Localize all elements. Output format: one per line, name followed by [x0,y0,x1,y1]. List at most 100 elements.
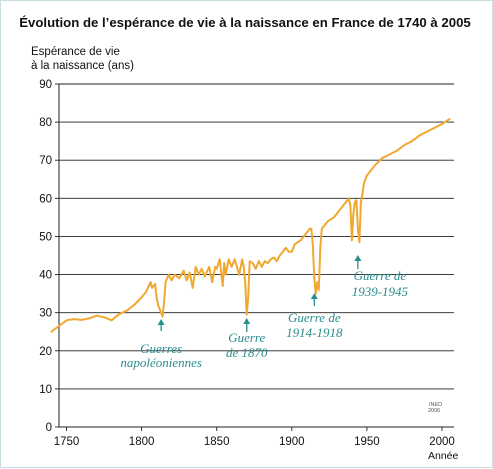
data-point [151,287,154,289]
data-point [247,296,250,299]
data-point [313,277,316,280]
data-point [319,247,322,249]
data-point [230,266,233,268]
data-point [241,258,244,261]
data-point [349,205,352,207]
series-line-0 [50,118,451,333]
data-point [302,235,305,238]
data-point [332,216,335,219]
data-point [185,279,188,282]
data-point [118,313,120,316]
data-point [441,123,443,125]
data-point [163,300,166,303]
data-point [293,243,296,246]
data-point [388,153,391,156]
annotation-arrowhead [354,255,362,261]
data-point [88,317,90,320]
x-tick-label: 2000 [429,436,455,448]
data-point [316,281,319,284]
y-tick-label: 20 [39,346,52,358]
data-point [351,239,353,242]
x-tick-label: 1750 [54,436,80,448]
data-point [158,308,161,310]
data-point [361,193,364,196]
x-axis-label: Année [428,450,459,462]
data-point [140,296,143,299]
x-tick-label: 1800 [129,436,155,448]
data-point [339,208,341,211]
y-tick-label: 80 [39,117,52,129]
y-axis-label-line-1: Espérance de vie [31,46,120,58]
data-point [197,273,200,276]
data-point [103,316,105,319]
data-point [308,227,311,230]
data-point [173,273,176,276]
chart-title: Évolution de l’espérance de vie à la nai… [19,15,471,30]
data-point [266,262,269,264]
x-tick-labels: 1750 1800 1850 1900 1950 2000 [54,436,455,448]
annotation-label: Guerre de [288,310,341,325]
data-point [224,273,227,276]
data-point [433,126,436,129]
data-point [215,267,218,270]
data-point [342,205,344,207]
data-point [403,144,406,146]
data-point [355,199,358,202]
data-point [269,258,272,261]
data-point [320,227,323,230]
y-tick-label: 70 [39,155,52,167]
annotation-label: napoléoniennes [120,355,202,370]
data-point [248,260,251,263]
data-point [260,266,263,268]
data-point [80,319,83,321]
annotation-label: Guerre de [354,268,407,283]
data-point [73,318,75,320]
data-point [305,231,308,234]
data-point [310,227,313,230]
data-point [263,260,266,263]
y-tick-label: 30 [39,308,52,320]
y-axis-label-line-2: à la naissance (ans) [31,60,134,72]
data-point [251,262,254,264]
data-point [182,269,185,272]
y-tick-labels: 0 10 20 30 40 50 60 70 80 90 [39,79,52,434]
data-point [170,279,173,282]
data-point [208,266,211,268]
data-point [58,325,60,327]
data-point [354,201,356,204]
data-point [191,287,194,289]
data-point [358,241,361,244]
data-point [194,266,197,268]
data-point [167,273,170,276]
data-point [160,311,163,314]
data-point [272,256,275,259]
data-point [348,197,350,200]
annotation-label: de 1870 [226,345,268,360]
data-point [65,319,68,322]
data-point [50,330,53,333]
annotation-label: 1914-1918 [286,325,343,340]
data-point [352,212,355,215]
data-point [396,149,398,152]
data-point [244,281,247,284]
data-point [214,266,217,268]
data-point [275,260,278,263]
data-point [257,260,260,263]
data-point [145,290,148,293]
data-point [281,250,284,253]
data-point [227,258,230,261]
data-point [149,281,152,284]
data-point [381,157,383,160]
data-point [373,165,376,167]
data-point [178,277,181,280]
y-tick-label: 90 [39,79,52,91]
annotation-arrowhead [310,293,318,299]
annotation-label: Guerre [228,330,265,345]
data-point [155,296,158,299]
data-point [426,130,428,133]
data-point [233,258,236,261]
data-point [188,271,191,274]
y-tick-label: 50 [39,231,52,243]
